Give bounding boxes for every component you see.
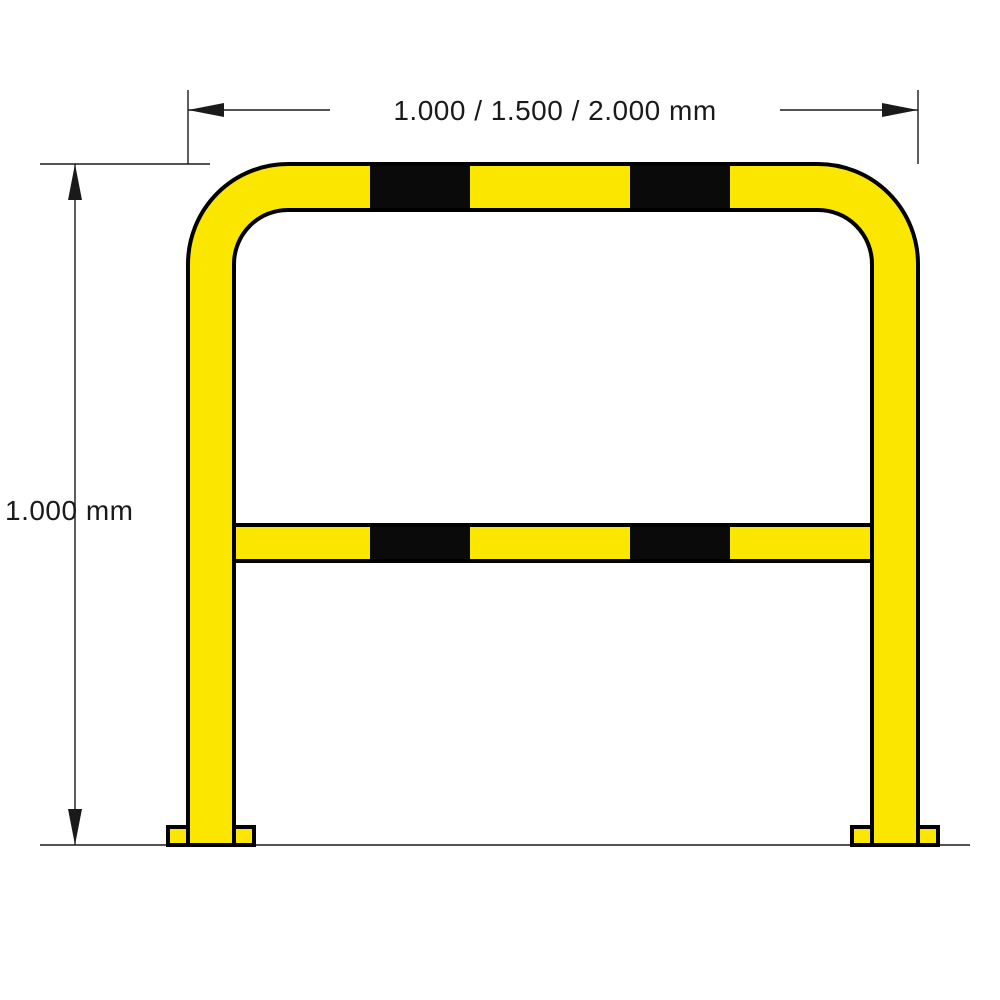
hazard-stripe <box>630 166 730 208</box>
hazard-stripe <box>370 166 470 208</box>
guard-hoop-tube <box>188 164 918 845</box>
dimension-height-label: 1.000 mm <box>5 495 134 526</box>
base-plates <box>168 827 938 845</box>
dimension-width-label: 1.000 / 1.500 / 2.000 mm <box>393 95 716 126</box>
hazard-stripe <box>630 527 730 559</box>
guard-crossbar <box>234 525 872 561</box>
hazard-stripe <box>370 527 470 559</box>
technical-drawing: 1.000 / 1.500 / 2.000 mm 1.000 mm <box>0 0 1000 1000</box>
